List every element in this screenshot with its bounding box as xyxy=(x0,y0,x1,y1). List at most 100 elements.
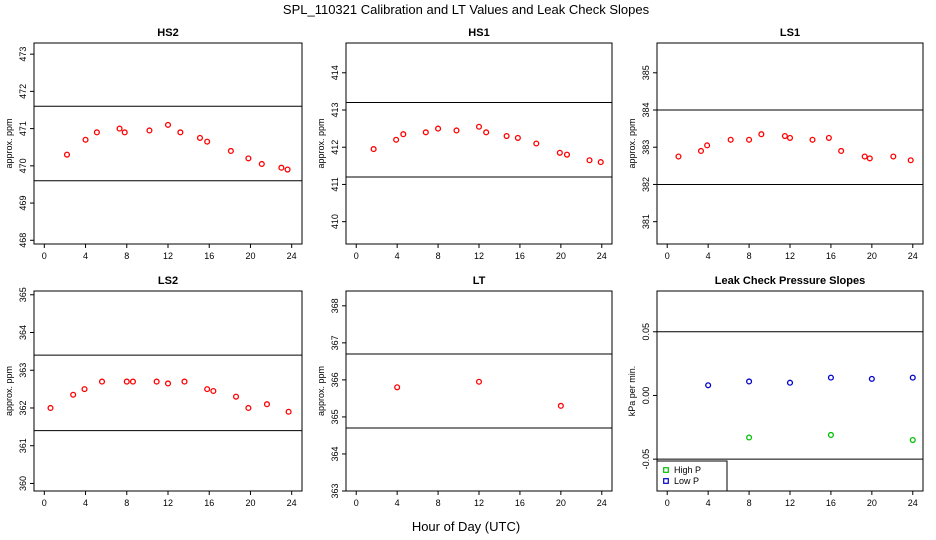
panels: HS2 0 4 8 12 16 20 24 468 469 470 471 472 473 approx. … xyxy=(4,27,924,508)
y-tick-label: 473 xyxy=(18,47,28,62)
data-point xyxy=(597,159,604,166)
y-tick-label: 411 xyxy=(330,177,340,191)
y-tick-label: 382 xyxy=(641,177,651,192)
data-point xyxy=(245,404,252,412)
x-tick-label: 16 xyxy=(826,251,836,261)
y-tick-label: 412 xyxy=(330,140,340,155)
x-tick-label: 12 xyxy=(163,498,173,508)
x-tick-label: 8 xyxy=(747,251,752,261)
y-tick-label: 363 xyxy=(330,483,340,498)
data-point xyxy=(746,136,753,143)
panel-4: LS2 0 4 8 12 16 20 24 360 361 362 363 364 365 approx. … xyxy=(4,275,303,508)
plot-frame xyxy=(33,290,303,492)
data-point xyxy=(827,431,834,438)
data-point xyxy=(177,129,184,136)
x-tick-label: 12 xyxy=(785,251,795,261)
data-point xyxy=(907,157,914,164)
x-tick-label: 20 xyxy=(867,251,877,261)
x-tick-label: 0 xyxy=(42,498,47,508)
y-axis-label: approx. ppm xyxy=(4,118,14,168)
y-tick-label: 0.00 xyxy=(641,387,651,405)
data-point xyxy=(129,378,137,385)
data-point xyxy=(586,157,593,164)
data-point xyxy=(533,140,540,147)
data-point xyxy=(82,136,89,143)
data-point xyxy=(422,129,429,136)
data-point xyxy=(263,401,271,408)
y-axis-label: approx. ppm xyxy=(316,118,326,168)
x-tick-label: 16 xyxy=(826,498,836,508)
x-tick-label: 8 xyxy=(747,498,752,508)
data-point xyxy=(98,378,106,385)
y-axis-label: approx. ppm xyxy=(627,118,637,168)
y-tick-label: 384 xyxy=(641,102,651,117)
panel-1: HS2 0 4 8 12 16 20 24 468 469 470 471 472 473 approx. … xyxy=(4,27,303,261)
data-point xyxy=(196,134,204,141)
x-tick-label: 4 xyxy=(395,251,400,261)
x-tick-label: 0 xyxy=(354,498,359,508)
data-point xyxy=(394,384,401,391)
y-tick-label: 365 xyxy=(18,287,28,302)
y-tick-label: 468 xyxy=(18,233,28,248)
y-tick-label: 410 xyxy=(330,214,340,229)
data-point xyxy=(697,147,705,154)
x-tick-label: 4 xyxy=(83,251,88,261)
x-tick-label: 20 xyxy=(245,498,255,508)
panel-6: Leak Check Pressure Slopes 0 4 8 12 16 20 24 -0.… xyxy=(627,275,924,508)
y-tick-label: 360 xyxy=(18,476,28,491)
y-tick-label: 381 xyxy=(641,214,651,229)
x-tick-label: 0 xyxy=(665,251,670,261)
data-point xyxy=(475,378,483,385)
x-tick-label: 24 xyxy=(908,498,918,508)
panel-2: HS1 0 4 8 12 16 20 24 410 411 412 413 414 approx. ppm xyxy=(316,27,613,261)
plot-frame xyxy=(33,42,303,245)
x-tick-label: 16 xyxy=(515,498,525,508)
legend-marker xyxy=(663,478,669,484)
data-point xyxy=(47,404,54,412)
data-point xyxy=(393,136,400,143)
data-point xyxy=(435,125,442,132)
data-point xyxy=(483,129,490,136)
plot-frame xyxy=(345,42,613,245)
data-point xyxy=(285,408,292,415)
data-point xyxy=(278,164,285,171)
data-point xyxy=(838,147,845,154)
data-point xyxy=(70,391,77,398)
x-tick-label: 4 xyxy=(706,498,711,508)
panel-title: HS2 xyxy=(157,27,178,39)
x-axis-label: Hour of Day (UTC) xyxy=(412,519,520,534)
x-tick-label: 0 xyxy=(42,251,47,261)
data-point xyxy=(245,155,252,162)
data-point xyxy=(909,436,916,444)
data-point xyxy=(556,149,563,156)
x-tick-label: 0 xyxy=(665,498,670,508)
x-tick-label: 8 xyxy=(124,498,129,508)
data-point xyxy=(503,133,510,140)
y-tick-label: 470 xyxy=(18,158,28,173)
x-tick-label: 4 xyxy=(395,498,400,508)
x-tick-label: 12 xyxy=(785,498,795,508)
panel-3: LS1 0 4 8 12 16 20 24 381 382 383 384 385 approx. ppm xyxy=(627,27,924,261)
x-tick-label: 12 xyxy=(163,251,173,261)
x-tick-label: 20 xyxy=(556,251,566,261)
data-point xyxy=(746,434,753,441)
x-tick-label: 24 xyxy=(908,251,918,261)
y-tick-label: -0.05 xyxy=(641,449,651,470)
y-tick-label: 469 xyxy=(18,196,28,211)
x-tick-label: 4 xyxy=(706,251,711,261)
y-tick-label: 366 xyxy=(330,372,340,387)
data-point xyxy=(204,138,211,145)
y-axis-label: kPa per min. xyxy=(627,366,637,417)
y-tick-label: 364 xyxy=(330,446,340,461)
x-tick-label: 20 xyxy=(245,251,255,261)
data-point xyxy=(284,166,291,173)
data-point xyxy=(93,129,100,136)
data-point xyxy=(181,378,188,385)
data-point xyxy=(400,131,407,138)
data-point xyxy=(827,374,834,381)
panel-5: LT 0 4 8 12 16 20 24 363 364 365 366 367 368 approx. p… xyxy=(316,275,613,508)
y-tick-label: 361 xyxy=(18,438,28,453)
panel-title: LS1 xyxy=(780,27,800,39)
plot-frame xyxy=(345,290,613,492)
